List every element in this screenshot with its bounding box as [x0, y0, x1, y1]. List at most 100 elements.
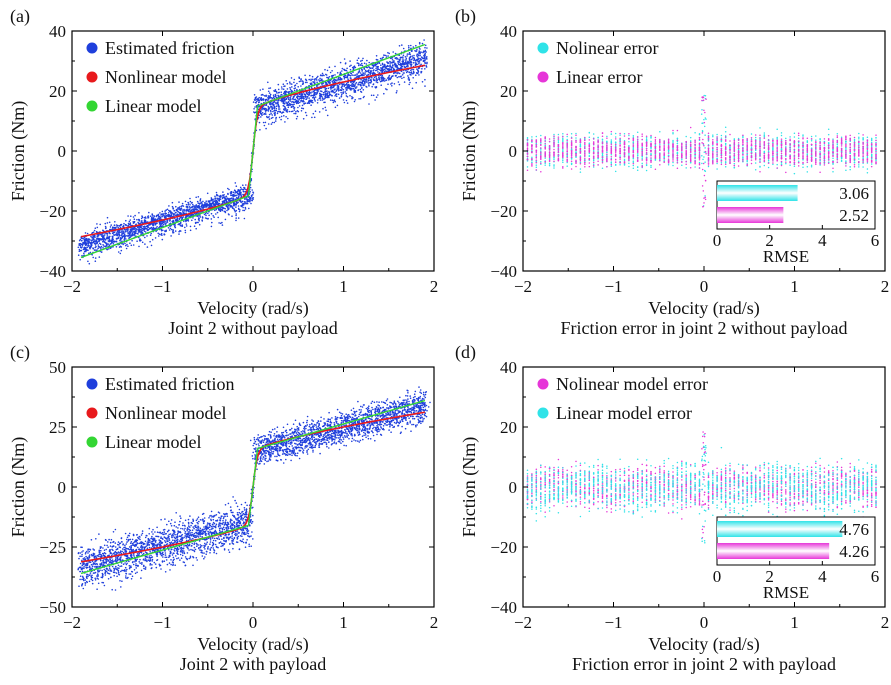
data-point [632, 157, 635, 160]
data-point [116, 226, 118, 228]
data-point [147, 226, 149, 228]
data-point [421, 68, 423, 70]
y-tick-label: −20 [39, 202, 66, 221]
data-point [260, 116, 262, 118]
data-point [271, 97, 274, 100]
data-point [192, 205, 194, 208]
data-point [83, 238, 85, 241]
data-point [187, 203, 190, 206]
data-point [416, 63, 419, 66]
data-point [870, 153, 873, 156]
data-point [108, 240, 110, 243]
data-point [262, 98, 265, 100]
data-point [368, 103, 370, 105]
data-point [274, 113, 277, 115]
data-point [410, 50, 413, 52]
data-point [346, 87, 348, 90]
data-point [189, 204, 191, 206]
data-point [242, 184, 244, 186]
data-point [186, 209, 189, 211]
data-point [248, 196, 251, 198]
data-point [165, 214, 167, 217]
data-point [375, 63, 378, 66]
data-point [265, 109, 268, 112]
data-point [385, 70, 388, 73]
data-point [405, 58, 407, 61]
data-point [394, 57, 397, 59]
data-point [414, 64, 417, 66]
data-point [352, 84, 354, 87]
data-point [92, 241, 95, 243]
data-point [275, 118, 277, 120]
data-point [306, 95, 309, 98]
data-point [155, 230, 157, 233]
data-point [202, 204, 204, 207]
data-point [332, 82, 335, 84]
data-point [408, 61, 411, 64]
data-point [89, 251, 92, 254]
data-point [363, 80, 366, 82]
data-point [426, 58, 428, 60]
data-point [100, 247, 102, 249]
data-point [119, 252, 122, 255]
data-point [408, 71, 411, 74]
data-point [421, 57, 424, 59]
data-point [754, 136, 757, 139]
data-point [321, 97, 324, 99]
data-point [396, 90, 398, 92]
data-point [866, 156, 869, 158]
data-point [165, 209, 167, 211]
data-point [237, 217, 240, 219]
data-point [343, 84, 346, 87]
data-point [372, 64, 375, 67]
data-point [146, 235, 148, 237]
data-point [424, 44, 427, 47]
data-point [592, 150, 595, 152]
data-point [221, 197, 224, 200]
data-point [272, 104, 275, 107]
data-point [324, 90, 327, 93]
data-point [628, 162, 630, 165]
data-point [365, 78, 368, 81]
data-point [274, 111, 277, 114]
data-point [161, 238, 164, 241]
data-point [78, 239, 81, 242]
data-point [281, 111, 284, 114]
data-point [249, 191, 251, 193]
data-point [418, 62, 420, 65]
data-point [212, 215, 214, 217]
data-point [363, 72, 365, 74]
data-point [366, 70, 369, 72]
data-point [623, 132, 626, 135]
data-point [853, 156, 856, 159]
data-point [345, 82, 348, 85]
data-point [126, 230, 129, 232]
data-point [409, 81, 411, 84]
data-point [394, 62, 396, 65]
data-point [402, 57, 404, 59]
data-point [296, 82, 298, 85]
data-point [201, 217, 204, 219]
data-point [303, 100, 305, 103]
data-point [763, 132, 766, 134]
data-point [167, 212, 170, 214]
data-point [151, 238, 154, 241]
data-point [235, 206, 237, 208]
data-point [333, 99, 336, 101]
data-point [267, 97, 269, 99]
data-point [127, 234, 129, 237]
data-point [380, 64, 382, 66]
data-point [364, 73, 367, 75]
data-point [369, 67, 372, 69]
data-point [420, 63, 422, 66]
data-point [217, 208, 220, 210]
data-point [132, 222, 135, 224]
data-point [562, 150, 564, 152]
data-point [88, 262, 91, 265]
data-point [189, 197, 191, 200]
data-point [127, 222, 130, 225]
data-point [83, 246, 86, 249]
data-point [306, 97, 309, 99]
data-point [315, 78, 317, 80]
x-tick-label: 1 [339, 277, 348, 296]
